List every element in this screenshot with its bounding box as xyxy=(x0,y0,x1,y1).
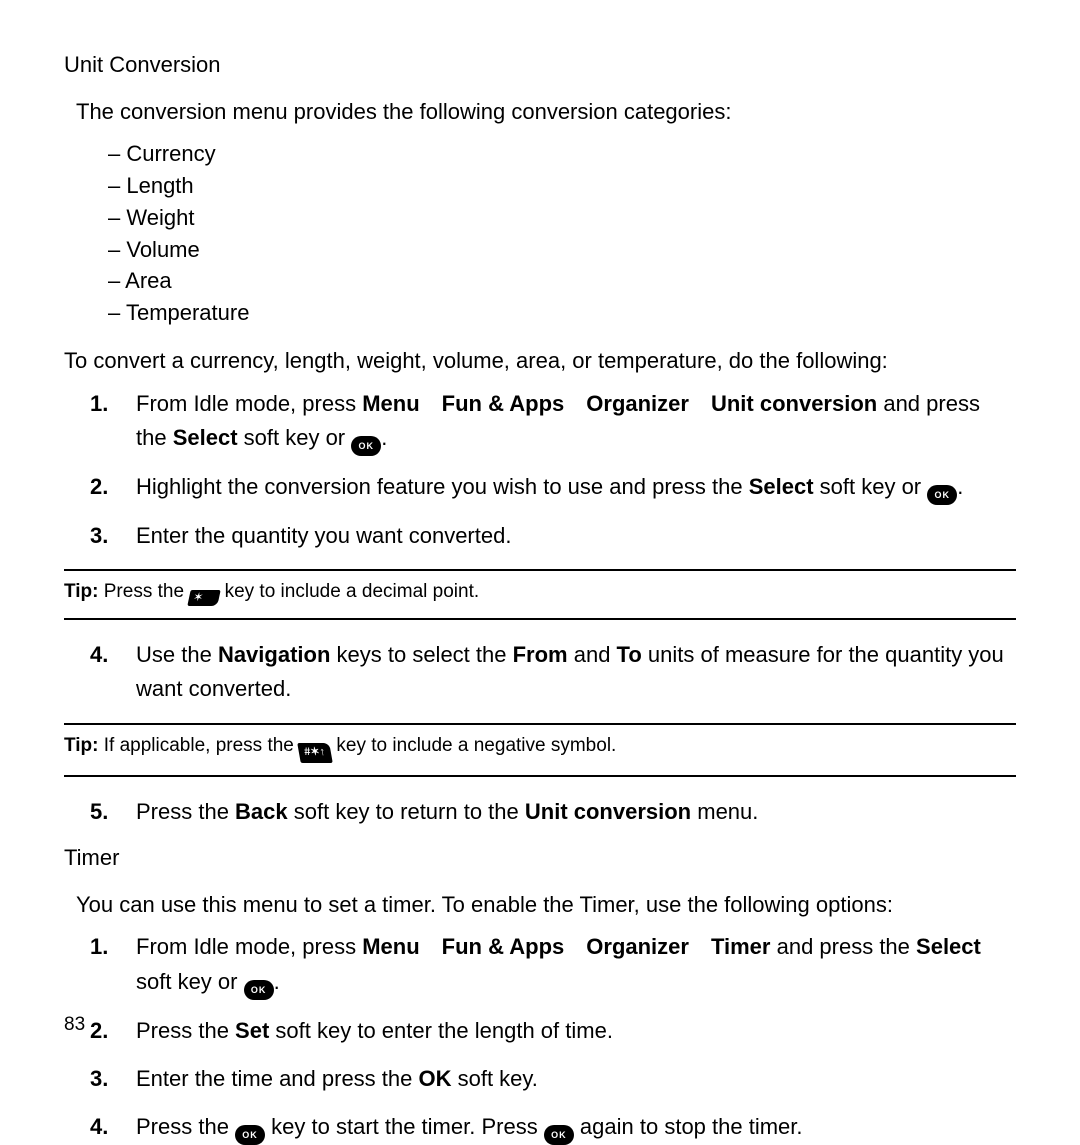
field-name: To xyxy=(617,642,642,667)
step-3: Enter the time and press the OK soft key… xyxy=(90,1062,1016,1096)
softkey-name: Select xyxy=(916,934,981,959)
text: Use the xyxy=(136,642,218,667)
menu-path: Menu xyxy=(362,934,419,959)
ok-key-icon: OK xyxy=(244,980,274,1000)
tip-label: Tip: xyxy=(64,581,98,602)
conversion-category-list: Currency Length Weight Volume Area Tempe… xyxy=(108,138,1016,329)
softkey-name: Select xyxy=(749,474,814,499)
text: soft key or xyxy=(238,425,352,450)
text: soft key or xyxy=(814,474,928,499)
hash-key-icon: #✶↑ xyxy=(297,743,333,763)
unit-conversion-leadin: To convert a currency, length, weight, v… xyxy=(64,345,1016,377)
text: soft key to enter the length of time. xyxy=(269,1018,613,1043)
step-1: From Idle mode, press Menu Fun & Apps Orga… xyxy=(90,387,1016,456)
text: Press the xyxy=(136,1018,235,1043)
page-number: 83 xyxy=(64,1014,85,1036)
text: soft key. xyxy=(452,1066,538,1091)
menu-path: Fun & Apps xyxy=(442,934,565,959)
unit-conversion-step-4: Use the Navigation keys to select the Fr… xyxy=(90,638,1016,706)
text: Highlight the conversion feature you wis… xyxy=(136,474,749,499)
menu-path: Timer xyxy=(711,934,771,959)
text: If applicable, press the xyxy=(98,735,299,756)
text: and press the xyxy=(770,934,916,959)
text: From Idle mode, press xyxy=(136,391,362,416)
list-item: Temperature xyxy=(108,297,1016,329)
menu-path: Unit conversion xyxy=(711,391,877,416)
step-1: From Idle mode, press Menu Fun & Apps Orga… xyxy=(90,930,1016,999)
timer-steps: From Idle mode, press Menu Fun & Apps Orga… xyxy=(90,930,1016,1144)
key-name: Navigation xyxy=(218,642,330,667)
menu-path: Organizer xyxy=(586,391,689,416)
menu-name: Unit conversion xyxy=(525,799,691,824)
tip-decimal-point: Tip: Press the ✶ key to include a decima… xyxy=(64,569,1016,620)
unit-conversion-intro: The conversion menu provides the followi… xyxy=(76,96,1016,128)
menu-path: Menu xyxy=(362,391,419,416)
unit-conversion-steps-1-3: From Idle mode, press Menu Fun & Apps Orga… xyxy=(90,387,1016,553)
list-item: Area xyxy=(108,265,1016,297)
text: key to start the timer. Press xyxy=(265,1114,544,1139)
unit-conversion-step-5: Press the Back soft key to return to the… xyxy=(90,795,1016,829)
softkey-name: Set xyxy=(235,1018,269,1043)
text: soft key or xyxy=(136,969,244,994)
list-item: Weight xyxy=(108,202,1016,234)
menu-path: Organizer xyxy=(586,934,689,959)
text: . xyxy=(957,474,963,499)
step-2: Highlight the conversion feature you wis… xyxy=(90,470,1016,505)
list-item: Volume xyxy=(108,234,1016,266)
ok-key-icon: OK xyxy=(351,436,381,456)
text: keys to select the xyxy=(330,642,512,667)
field-name: From xyxy=(513,642,568,667)
step-4: Press the OK key to start the timer. Pre… xyxy=(90,1110,1016,1145)
text: Press the xyxy=(136,799,235,824)
section-heading-timer: Timer xyxy=(64,845,1016,871)
softkey-name: Back xyxy=(235,799,288,824)
tip-negative-symbol: Tip: If applicable, press the #✶↑ key to… xyxy=(64,723,1016,777)
ok-key-icon: OK xyxy=(235,1125,265,1145)
section-heading-unit-conversion: Unit Conversion xyxy=(64,52,1016,78)
text: Press the xyxy=(136,1114,235,1139)
list-item: Currency xyxy=(108,138,1016,170)
text: . xyxy=(274,969,280,994)
softkey-name: OK xyxy=(419,1066,452,1091)
text: . xyxy=(381,425,387,450)
list-item: Length xyxy=(108,170,1016,202)
document-page: { "section_unit_conversion": { "heading"… xyxy=(0,0,1080,1080)
step-5: Press the Back soft key to return to the… xyxy=(90,795,1016,829)
text: menu. xyxy=(691,799,758,824)
text: and xyxy=(568,642,617,667)
softkey-name: Select xyxy=(173,425,238,450)
text: Enter the time and press the xyxy=(136,1066,419,1091)
timer-intro: You can use this menu to set a timer. To… xyxy=(76,889,1016,921)
text: From Idle mode, press xyxy=(136,934,362,959)
step-4: Use the Navigation keys to select the Fr… xyxy=(90,638,1016,706)
text: again to stop the timer. xyxy=(574,1114,803,1139)
star-key-icon: ✶ xyxy=(188,590,221,606)
menu-path: Fun & Apps xyxy=(442,391,565,416)
step-2: Press the Set soft key to enter the leng… xyxy=(90,1014,1016,1048)
text: Press the xyxy=(98,581,189,602)
step-3: Enter the quantity you want converted. xyxy=(90,519,1016,553)
text: soft key to return to the xyxy=(288,799,525,824)
text: key to include a negative symbol. xyxy=(331,735,616,756)
ok-key-icon: OK xyxy=(927,485,957,505)
ok-key-icon: OK xyxy=(544,1125,574,1145)
text: key to include a decimal point. xyxy=(219,581,479,602)
tip-label: Tip: xyxy=(64,735,98,756)
